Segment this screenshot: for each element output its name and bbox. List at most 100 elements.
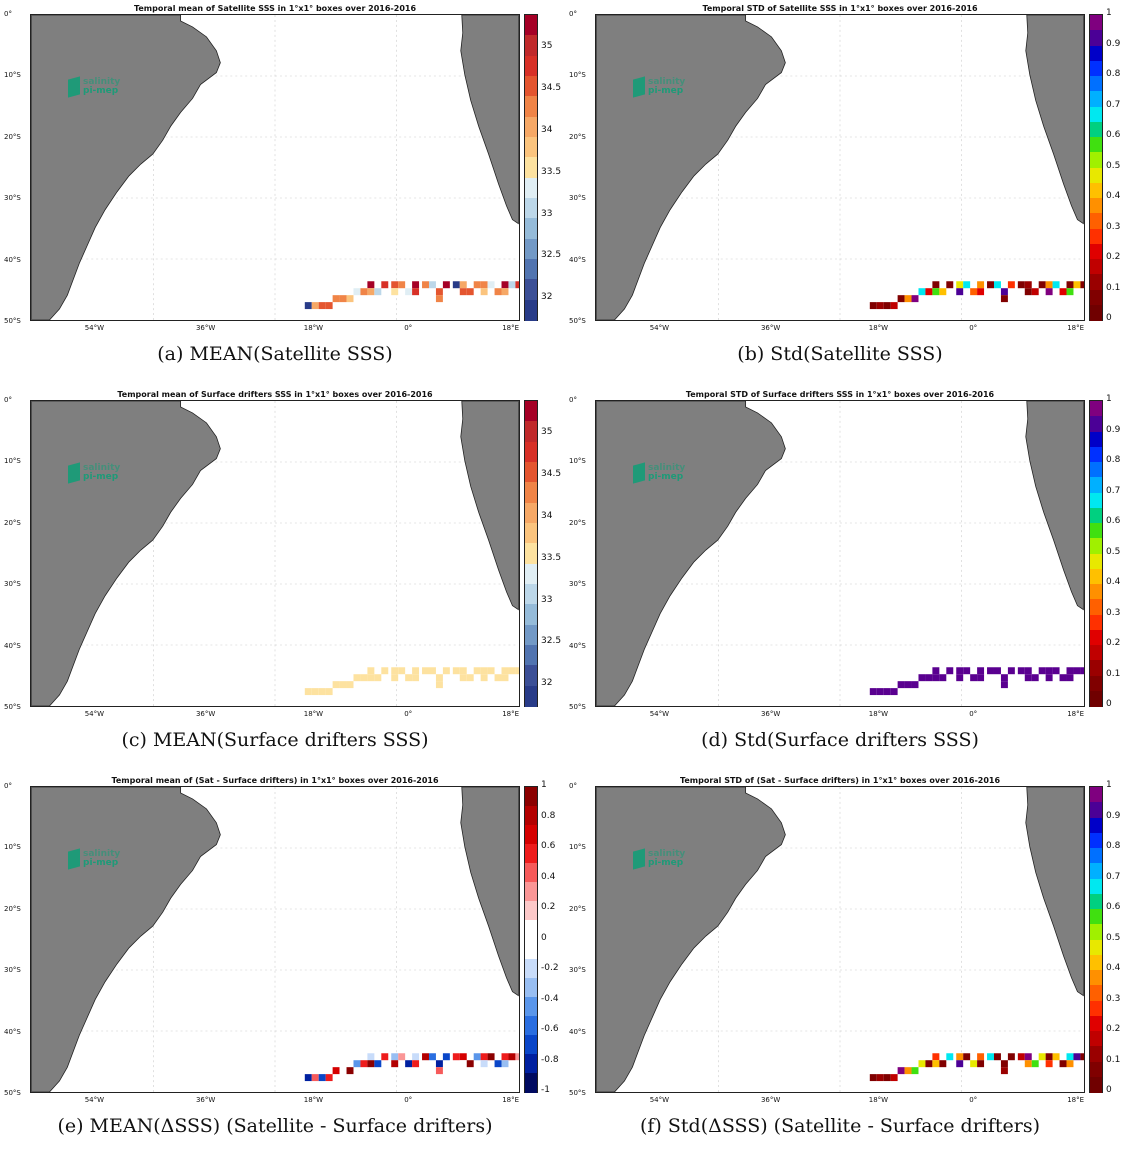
data-cell	[1007, 281, 1015, 289]
data-cell	[435, 295, 443, 303]
lon-label: 18°E	[1067, 1096, 1085, 1104]
colorbar-tick-label: 1	[1106, 394, 1112, 404]
data-cell	[508, 667, 516, 675]
lat-label: 20°S	[4, 518, 21, 527]
colorbar-segment	[1090, 970, 1102, 986]
colorbar-segment	[1090, 939, 1102, 956]
colorbar-segment	[525, 977, 537, 998]
data-cell	[339, 295, 347, 303]
colorbar-segment	[1090, 629, 1102, 646]
data-cell	[428, 667, 436, 675]
data-cell	[1007, 667, 1015, 675]
data-cell	[911, 295, 919, 303]
panel-caption: (a) MEAN(Satellite SSS)	[157, 343, 393, 365]
data-cell	[918, 674, 926, 682]
data-cell	[391, 667, 399, 675]
panel-title: Temporal mean of Surface drifters SSS in…	[117, 390, 433, 399]
data-cell	[391, 1060, 399, 1068]
lat-label: 10°S	[569, 843, 586, 852]
lat-label: 10°S	[4, 843, 21, 852]
data-cell	[466, 288, 474, 296]
data-cell	[325, 302, 333, 310]
data-cell	[374, 1060, 382, 1068]
pi-mep-logo: salinity pi-mep	[633, 848, 685, 870]
colorbar-tick-label: 35	[541, 41, 553, 52]
colorbar-segment	[525, 604, 537, 626]
data-cell	[869, 302, 877, 310]
data-cell	[412, 288, 420, 296]
data-cell	[459, 1060, 467, 1068]
data-cell	[332, 1067, 340, 1075]
data-cell	[897, 681, 905, 689]
data-cell	[473, 1053, 481, 1061]
data-cell	[1059, 1060, 1067, 1068]
data-cell	[515, 667, 519, 675]
colorbar-tick-label: 32	[541, 292, 553, 303]
data-cell	[442, 281, 450, 289]
data-cell	[956, 281, 964, 289]
data-cell	[367, 1060, 375, 1068]
colorbar-segment	[1090, 787, 1102, 803]
colorbar-tick-label: 33.5	[541, 552, 562, 563]
lat-label: 50°S	[569, 703, 586, 711]
lon-label: 0°	[404, 324, 413, 332]
data-cell	[346, 1067, 354, 1075]
data-cell	[1073, 667, 1081, 675]
colorbar-tick-label: 34	[541, 124, 553, 135]
colorbar-segment	[1090, 431, 1102, 448]
lat-label: 0°	[4, 782, 12, 790]
colorbar-segment	[525, 462, 537, 483]
colorbar-tick-label: 0.6	[1106, 516, 1121, 526]
data-cell	[442, 1053, 450, 1061]
colorbar-tick-label: -0.6	[541, 1024, 559, 1034]
data-cell	[1000, 1060, 1008, 1068]
data-cell	[501, 674, 509, 682]
colorbar-segment	[1090, 416, 1102, 433]
colorbar-tick-label: -0.4	[541, 993, 559, 1004]
data-cell	[428, 1053, 436, 1061]
colorbar	[524, 786, 538, 1093]
colorbar-segment	[525, 15, 537, 36]
south-america-landmass	[596, 787, 786, 1092]
data-cell	[325, 1074, 333, 1082]
colorbar-segment	[1090, 1076, 1102, 1093]
data-cell	[869, 1074, 877, 1082]
data-cell	[487, 667, 495, 675]
data-cell	[381, 667, 389, 675]
data-cell	[346, 681, 354, 689]
colorbar-segment	[1090, 30, 1102, 47]
data-cell	[473, 667, 481, 675]
map-panel: Temporal STD of Satellite SSS in 1°x1° b…	[564, 0, 1128, 386]
colorbar-segment	[525, 543, 537, 565]
data-cell	[956, 674, 964, 682]
colorbar-tick-label: 32	[541, 678, 553, 689]
colorbar-segment	[525, 939, 537, 960]
data-cell	[508, 281, 516, 289]
data-cell	[1052, 281, 1060, 289]
africa-landmass	[1025, 15, 1084, 225]
data-cell	[1000, 295, 1008, 303]
colorbar-segment	[525, 996, 537, 1017]
africa-landmass	[460, 787, 519, 997]
panel-caption: (d) Std(Surface drifters SSS)	[701, 729, 979, 751]
colorbar-tick-label: 0.7	[1106, 99, 1121, 110]
data-cell	[970, 1060, 978, 1068]
lon-label: 18°W	[303, 324, 324, 332]
africa-landmass	[1025, 787, 1084, 997]
data-cell	[876, 688, 884, 696]
lon-label: 0°	[969, 710, 978, 718]
data-cell	[1000, 681, 1008, 689]
data-cell	[480, 1060, 488, 1068]
colorbar-segment	[1090, 954, 1102, 971]
data-cell	[435, 1060, 443, 1068]
data-cell	[412, 674, 420, 682]
south-america-landmass	[31, 401, 221, 706]
lon-label: 36°W	[760, 710, 781, 718]
lat-label: 20°S	[569, 904, 586, 913]
data-cell	[374, 288, 382, 296]
colorbar-segment	[1090, 817, 1102, 834]
colorbar-segment	[525, 401, 537, 422]
colorbar-tick-label: 0.1	[1106, 1054, 1121, 1065]
colorbar-tick-label: 0.8	[1106, 455, 1121, 465]
colorbar-tick-label: 34	[541, 510, 553, 521]
